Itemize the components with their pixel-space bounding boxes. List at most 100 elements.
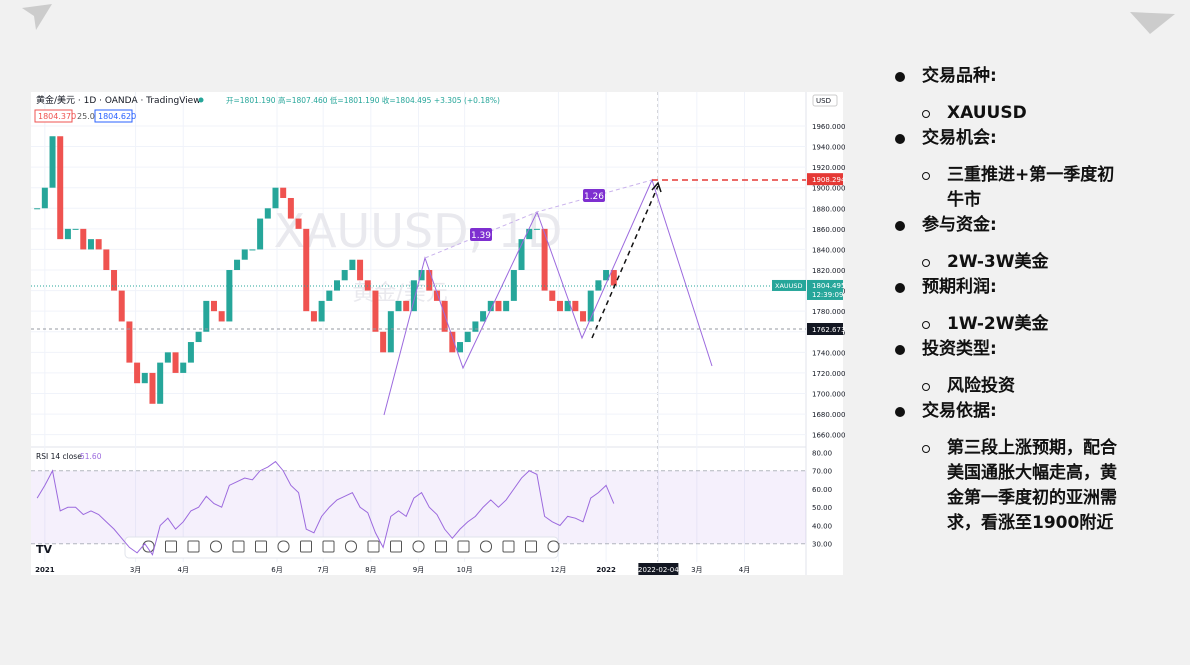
drawing-toolbar[interactable] [124, 536, 559, 559]
rsi-title: RSI 14 close [36, 452, 82, 461]
y-tick-label: 1700.000 [812, 390, 845, 398]
candle [603, 270, 610, 281]
y-tick-label: 1860.000 [812, 226, 845, 234]
candle [310, 311, 317, 322]
candle [449, 331, 456, 353]
candle [57, 136, 64, 240]
watermark: XAUUSD, 1D [274, 204, 563, 258]
tool-icon [502, 540, 515, 553]
candle [295, 218, 302, 229]
y-tick-label: 1820.000 [812, 267, 845, 275]
ratio-box [470, 228, 492, 241]
last-price-box [807, 279, 843, 300]
bullet: 投资类型: [895, 337, 1155, 362]
candle [287, 197, 294, 219]
last-symbol-box [772, 279, 806, 291]
candle [595, 280, 602, 291]
cursor-price-box [807, 323, 843, 336]
sub-bullet: 风险投资 [921, 374, 1119, 399]
candle [80, 228, 87, 250]
candle [418, 270, 425, 281]
tool-icon [412, 540, 425, 553]
x-tick-label: 2022 [596, 566, 616, 574]
candle [41, 187, 48, 209]
candle [64, 228, 71, 240]
tool-icon [367, 540, 380, 553]
candle [280, 187, 287, 198]
candle [541, 228, 548, 291]
candle [580, 311, 587, 322]
candle [118, 290, 125, 322]
bullet: 预期利润: [895, 275, 1155, 300]
time-axis [31, 562, 806, 575]
candle [326, 290, 333, 301]
candle [533, 228, 540, 230]
bullet: 交易品种: [895, 64, 1155, 89]
candle [572, 300, 579, 312]
candle [556, 300, 563, 312]
y-tick-label: 1740.000 [812, 349, 845, 357]
y-tick-label: 1780.000 [812, 308, 845, 316]
candle [510, 270, 517, 301]
rsi-tick-label: 50.00 [812, 504, 832, 512]
x-tick-label: 4月 [177, 566, 188, 574]
candle [564, 300, 571, 312]
y-tick-label: 1960.000 [812, 123, 845, 131]
x-tick-label: 12月 [550, 566, 566, 574]
candle [472, 321, 479, 332]
candle [164, 352, 171, 363]
candle [526, 228, 533, 240]
candle [364, 280, 371, 291]
cursor-date-box [638, 563, 679, 575]
last-symbol: XAUUSD [775, 282, 803, 290]
chart-background [31, 92, 843, 575]
candle [111, 270, 118, 291]
tool-icon [457, 540, 470, 553]
candle [134, 362, 141, 384]
corner-decoration [1130, 12, 1175, 34]
candle [149, 372, 156, 404]
y-tick-label: 1720.000 [812, 370, 845, 378]
sub-bullet: 1W-2W美金 [921, 312, 1119, 337]
tool-icon [480, 540, 492, 553]
bid-box [34, 109, 73, 123]
tool-icon [232, 540, 245, 553]
tool-icon [390, 540, 402, 553]
candle [218, 311, 225, 322]
candle [318, 300, 325, 322]
x-tick-label: 3月 [691, 566, 702, 574]
grid [31, 92, 806, 562]
candle [141, 372, 148, 384]
y-tick-label: 1900.000 [812, 185, 845, 193]
currency-button[interactable] [812, 94, 838, 107]
tool-icon [300, 540, 312, 553]
candle [249, 249, 256, 251]
target-price-box [807, 173, 843, 186]
tool-icon [345, 540, 357, 553]
y-tick-label: 1940.000 [812, 144, 845, 152]
candle [503, 300, 510, 312]
candle [87, 239, 94, 250]
tool-icon [165, 540, 177, 553]
candle [349, 259, 356, 271]
candle [380, 331, 387, 353]
tv-logo: TV [36, 543, 53, 556]
candle [157, 362, 164, 404]
candle [426, 270, 433, 291]
candle [341, 270, 348, 281]
sub-bullet: 2W-3W美金 [921, 250, 1119, 275]
currency: USD [816, 97, 831, 105]
candle [433, 290, 440, 301]
ratio-label: 1.39 [471, 231, 491, 241]
spread: 25.0 [77, 112, 95, 121]
tool-icon [255, 540, 267, 553]
tool-icon [547, 540, 560, 553]
rsi-last: 51.60 [80, 452, 102, 461]
candle [126, 321, 133, 363]
candle [480, 311, 487, 322]
candle [226, 270, 233, 322]
bullet: 参与资金: [895, 213, 1155, 238]
candle [180, 362, 187, 373]
candle [334, 280, 341, 291]
